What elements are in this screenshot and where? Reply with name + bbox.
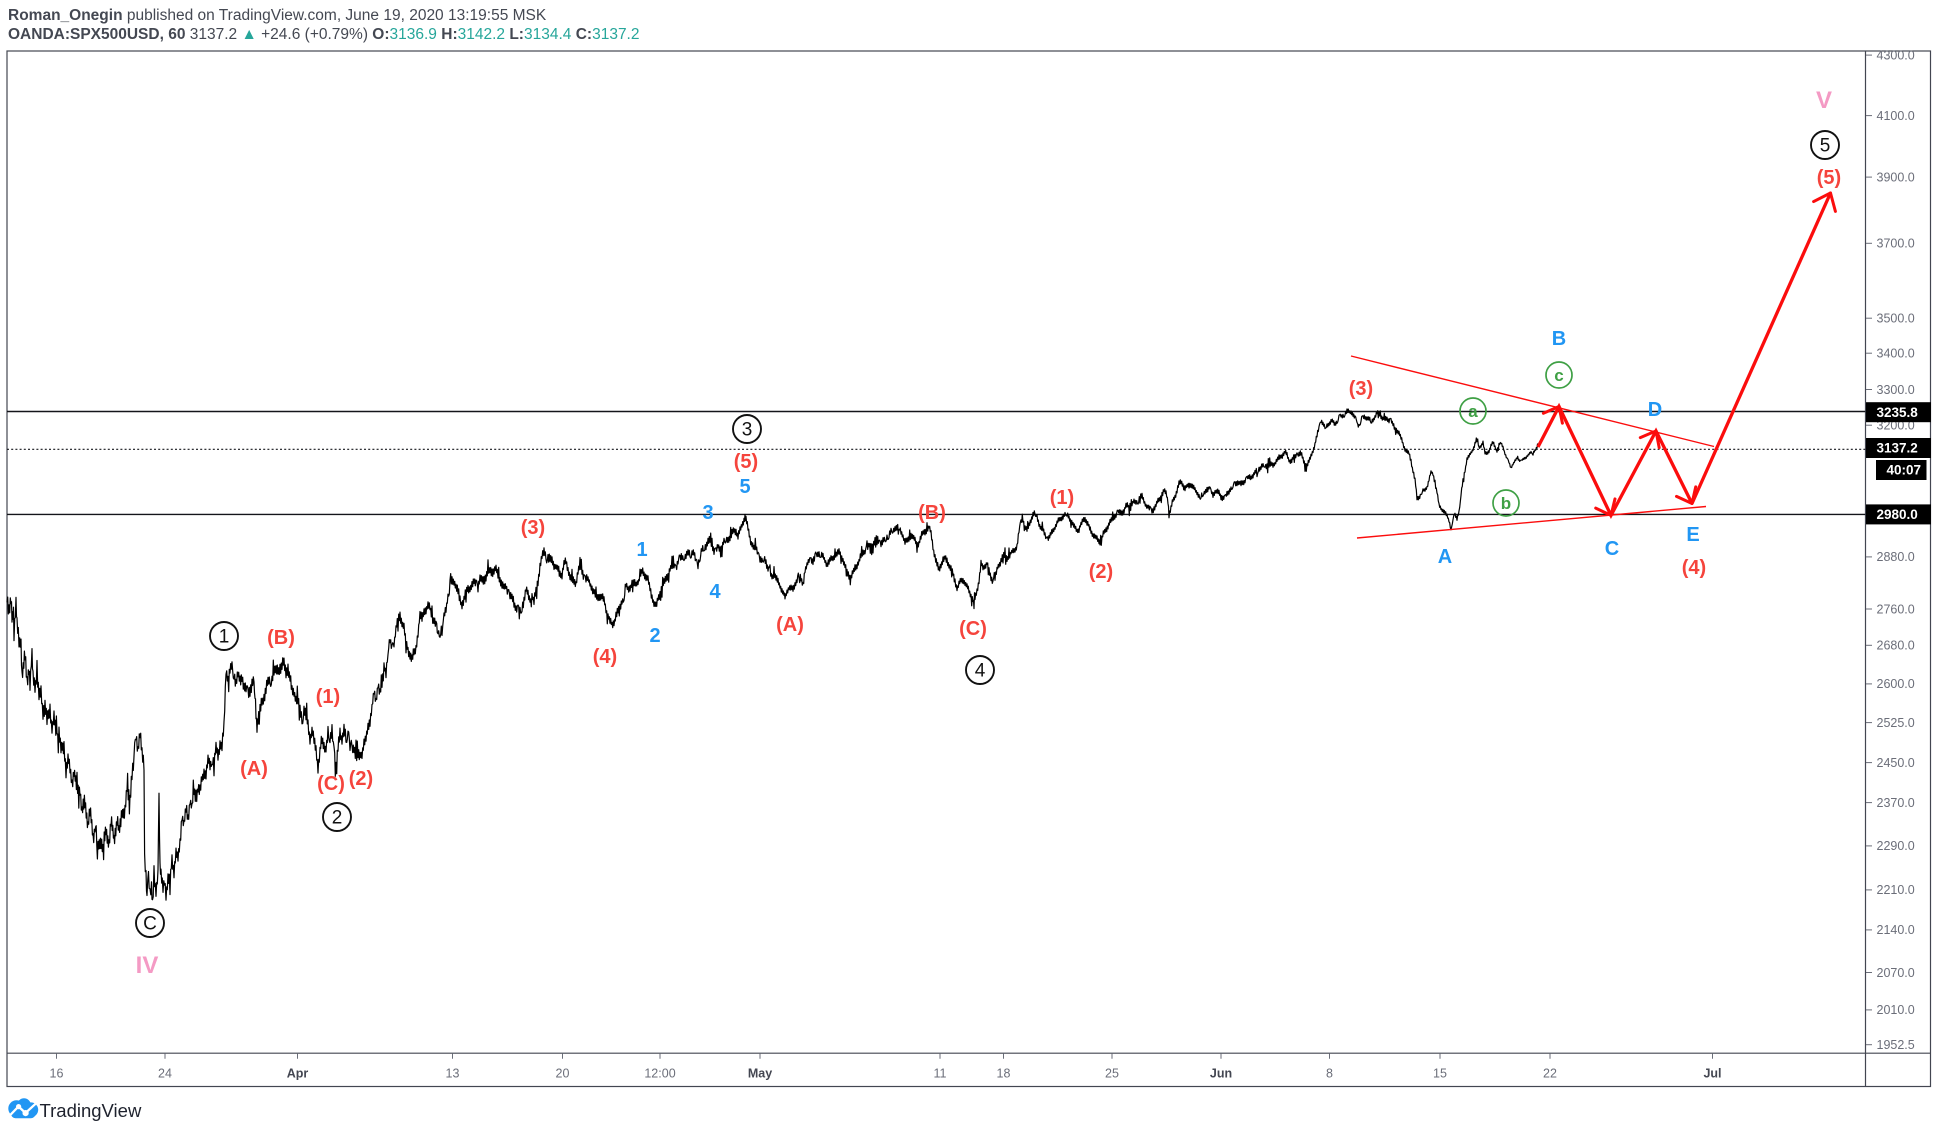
svg-text:D: D [1648, 399, 1662, 421]
svg-text:1: 1 [219, 627, 230, 648]
svg-text:1952.5: 1952.5 [1877, 1038, 1915, 1052]
svg-text:4100.0: 4100.0 [1877, 109, 1915, 123]
svg-text:(B): (B) [267, 627, 295, 649]
svg-text:4: 4 [709, 581, 721, 603]
svg-text:Apr: Apr [287, 1067, 309, 1081]
svg-text:(1): (1) [316, 686, 340, 708]
svg-text:(2): (2) [1089, 561, 1113, 583]
svg-text:(A): (A) [776, 614, 804, 636]
svg-text:8: 8 [1326, 1067, 1333, 1081]
svg-text:OANDA:SPX500USD, 60 3137.2 ▲: OANDA:SPX500USD, 60 3137.2 ▲ +24.6 (+0.7… [8, 26, 640, 43]
svg-text:2760.0: 2760.0 [1877, 602, 1915, 616]
svg-text:2290.0: 2290.0 [1877, 839, 1915, 853]
svg-text:11: 11 [934, 1067, 947, 1081]
svg-text:2600.0: 2600.0 [1877, 677, 1915, 691]
svg-text:(3): (3) [521, 517, 545, 539]
svg-text:2: 2 [649, 625, 660, 647]
svg-text:3235.8: 3235.8 [1877, 405, 1919, 420]
svg-text:Jul: Jul [1703, 1067, 1721, 1081]
svg-text:(4): (4) [1682, 557, 1706, 579]
svg-text:2680.0: 2680.0 [1877, 639, 1915, 653]
svg-text:5: 5 [739, 476, 750, 498]
svg-text:IV: IV [136, 952, 159, 979]
svg-text:5: 5 [1820, 136, 1831, 157]
svg-text:15: 15 [1433, 1067, 1447, 1081]
svg-text:May: May [748, 1067, 772, 1081]
svg-text:2210.0: 2210.0 [1877, 883, 1915, 897]
svg-text:Jun: Jun [1210, 1067, 1232, 1081]
svg-text:c: c [1554, 366, 1563, 385]
svg-text:3300.0: 3300.0 [1877, 383, 1915, 397]
svg-text:3: 3 [742, 420, 753, 441]
svg-text:2070.0: 2070.0 [1877, 966, 1915, 980]
svg-text:3137.2: 3137.2 [1877, 441, 1918, 456]
svg-text:(5): (5) [734, 451, 758, 473]
svg-text:E: E [1686, 524, 1699, 546]
svg-text:3500.0: 3500.0 [1877, 312, 1915, 326]
svg-text:16: 16 [50, 1067, 64, 1081]
svg-text:(1): (1) [1050, 487, 1074, 509]
svg-text:2010.0: 2010.0 [1877, 1003, 1915, 1017]
svg-text:a: a [1468, 402, 1478, 421]
svg-text:2880.0: 2880.0 [1877, 550, 1915, 564]
svg-text:(B): (B) [918, 502, 946, 524]
svg-text:Roman_Onegin published on Trad: Roman_Onegin published on TradingView.co… [8, 7, 547, 24]
svg-text:13: 13 [446, 1067, 460, 1081]
svg-text:4: 4 [975, 661, 986, 682]
svg-text:3700.0: 3700.0 [1877, 237, 1915, 251]
svg-text:2450.0: 2450.0 [1877, 756, 1915, 770]
svg-text:3900.0: 3900.0 [1877, 170, 1915, 184]
svg-text:(3): (3) [1349, 378, 1373, 400]
svg-text:(C): (C) [959, 618, 987, 640]
svg-text:V: V [1816, 87, 1832, 114]
svg-text:b: b [1501, 494, 1511, 513]
svg-text:1: 1 [636, 539, 647, 561]
svg-text:25: 25 [1105, 1067, 1119, 1081]
svg-text:2140.0: 2140.0 [1877, 923, 1915, 937]
svg-text:22: 22 [1543, 1067, 1557, 1081]
svg-text:(4): (4) [593, 646, 617, 668]
svg-text:B: B [1552, 328, 1566, 350]
svg-text:18: 18 [997, 1067, 1011, 1081]
svg-text:(C): (C) [317, 773, 345, 795]
svg-text:2370.0: 2370.0 [1877, 796, 1915, 810]
svg-text:A: A [1438, 546, 1452, 568]
svg-text:40:07: 40:07 [1887, 463, 1922, 478]
svg-text:C: C [143, 914, 157, 935]
svg-text:(A): (A) [240, 758, 268, 780]
svg-text:2: 2 [332, 808, 343, 829]
svg-text:TradingView: TradingView [40, 1100, 142, 1121]
svg-text:12:00: 12:00 [644, 1067, 675, 1081]
svg-text:(5): (5) [1817, 167, 1841, 189]
svg-text:3400.0: 3400.0 [1877, 347, 1915, 361]
svg-text:4300.0: 4300.0 [1877, 48, 1915, 62]
svg-text:2980.0: 2980.0 [1877, 507, 1918, 522]
svg-text:(2): (2) [349, 768, 373, 790]
svg-text:24: 24 [158, 1067, 172, 1081]
svg-text:2525.0: 2525.0 [1877, 716, 1915, 730]
svg-text:3: 3 [702, 502, 713, 524]
svg-text:C: C [1605, 538, 1619, 560]
svg-text:20: 20 [556, 1067, 570, 1081]
